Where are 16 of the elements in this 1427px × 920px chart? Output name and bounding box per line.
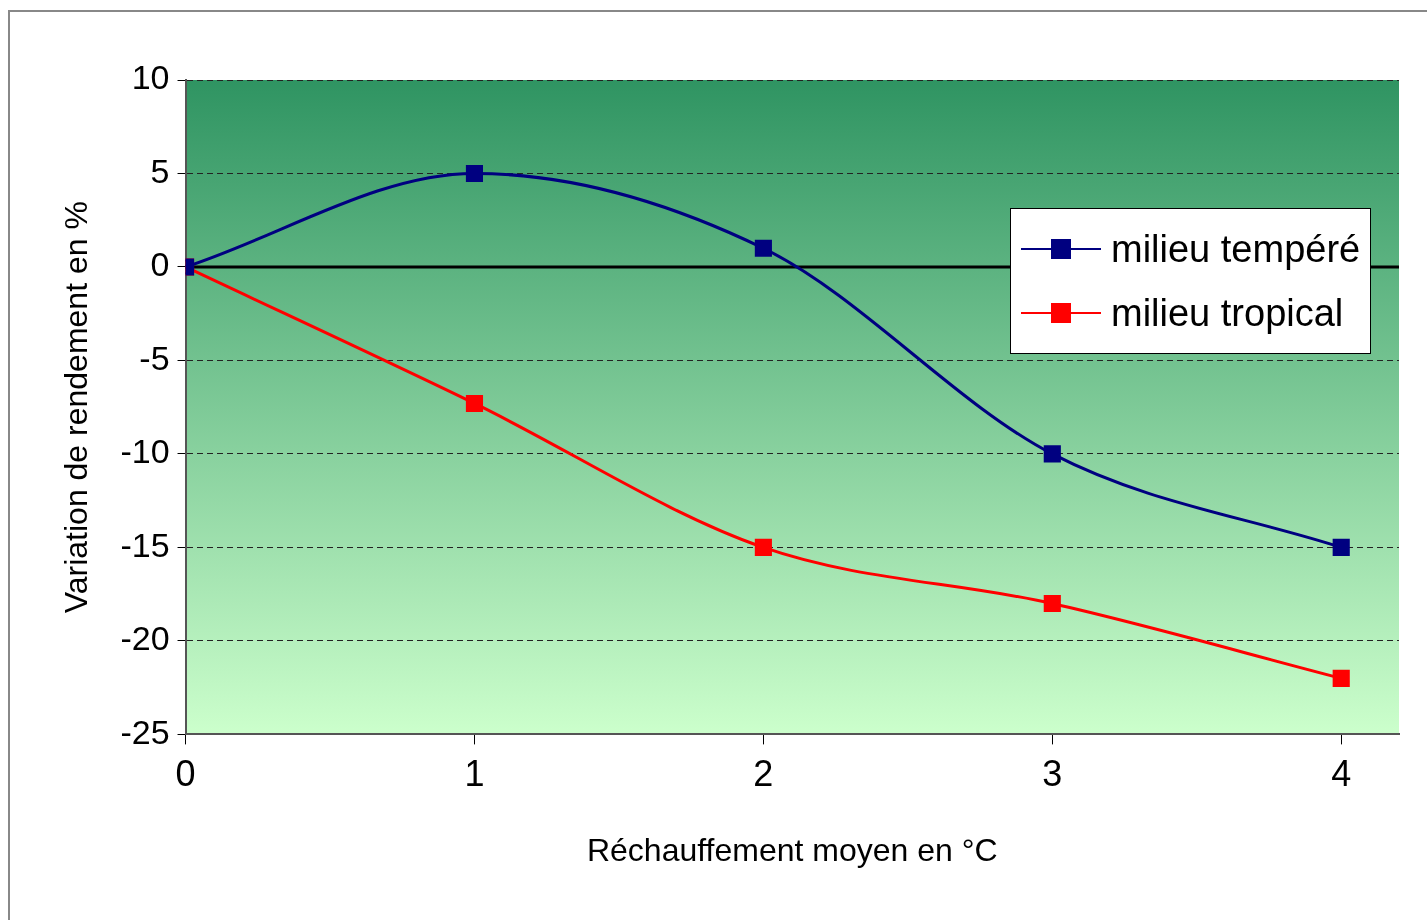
y-tick-label: -10 (120, 432, 170, 471)
x-tick-label: 2 (753, 752, 774, 794)
x-tick-label: 1 (464, 752, 485, 794)
y-tick-label: -25 (120, 712, 170, 751)
y-tick-label: 10 (131, 58, 170, 97)
y-tick-label: -15 (120, 525, 170, 564)
legend-label: milieu tropical (1111, 291, 1344, 335)
y-tick-label: -5 (139, 338, 170, 377)
x-tick-label: 3 (1042, 752, 1063, 794)
y-tick-label: 5 (150, 151, 170, 190)
y-axis-title: Variation de rendement en % (58, 201, 95, 614)
legend-label: milieu tempéré (1111, 227, 1361, 271)
x-tick-label: 4 (1331, 752, 1352, 794)
y-tick-label: -20 (120, 619, 170, 658)
x-axis-title: Réchauffement moyen en °C (586, 831, 998, 868)
y-tick-label: 0 (150, 245, 170, 284)
